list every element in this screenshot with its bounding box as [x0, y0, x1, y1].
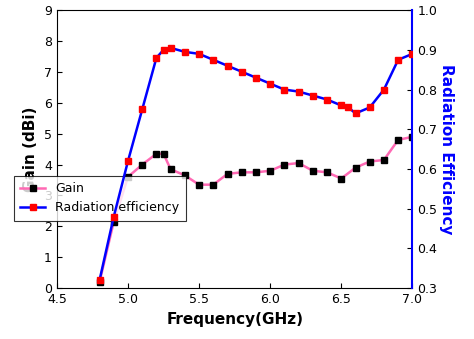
- Radiation efficiency: [338, 103, 344, 107]
- Gain: [196, 183, 202, 187]
- Radiation efficiency: [161, 48, 166, 52]
- Y-axis label: Radiation Efficiency: Radiation Efficiency: [439, 64, 454, 234]
- Radiation efficiency: [239, 70, 245, 74]
- Gain: [111, 220, 117, 224]
- Radiation efficiency: [346, 105, 351, 109]
- Gain: [239, 170, 245, 174]
- Radiation efficiency: [353, 112, 358, 116]
- Radiation efficiency: [395, 58, 401, 62]
- Radiation efficiency: [168, 46, 173, 50]
- Radiation efficiency: [139, 107, 145, 112]
- Gain: [225, 172, 230, 176]
- Line: Gain: Gain: [96, 134, 416, 285]
- Gain: [139, 163, 145, 167]
- Gain: [353, 166, 358, 170]
- Radiation efficiency: [210, 58, 216, 62]
- Radiation efficiency: [125, 159, 131, 163]
- Radiation efficiency: [154, 56, 159, 60]
- Radiation efficiency: [267, 82, 273, 86]
- Gain: [182, 173, 188, 177]
- Line: Radiation efficiency: Radiation efficiency: [96, 45, 416, 283]
- Gain: [395, 138, 401, 142]
- Radiation efficiency: [324, 98, 330, 102]
- Gain: [410, 135, 415, 139]
- Gain: [324, 170, 330, 174]
- Y-axis label: Gain (dBi): Gain (dBi): [24, 106, 38, 192]
- Gain: [296, 161, 301, 165]
- Radiation efficiency: [367, 105, 373, 109]
- Gain: [210, 183, 216, 187]
- Radiation efficiency: [97, 278, 102, 282]
- Legend: Gain, Radiation efficiency: Gain, Radiation efficiency: [14, 176, 186, 221]
- Radiation efficiency: [196, 52, 202, 56]
- Radiation efficiency: [225, 64, 230, 68]
- Radiation efficiency: [182, 50, 188, 54]
- Radiation efficiency: [253, 76, 259, 80]
- Radiation efficiency: [310, 94, 316, 98]
- Gain: [154, 152, 159, 156]
- Radiation efficiency: [296, 89, 301, 94]
- Gain: [282, 163, 287, 167]
- Gain: [267, 169, 273, 173]
- Radiation efficiency: [381, 87, 387, 92]
- Radiation efficiency: [410, 52, 415, 56]
- Gain: [381, 158, 387, 162]
- Gain: [310, 169, 316, 173]
- X-axis label: Frequency(GHz): Frequency(GHz): [166, 312, 303, 326]
- Gain: [168, 167, 173, 171]
- Gain: [161, 152, 166, 156]
- Gain: [97, 280, 102, 284]
- Gain: [338, 177, 344, 181]
- Radiation efficiency: [282, 87, 287, 92]
- Radiation efficiency: [111, 215, 117, 219]
- Gain: [125, 175, 131, 179]
- Gain: [367, 159, 373, 163]
- Gain: [253, 170, 259, 174]
